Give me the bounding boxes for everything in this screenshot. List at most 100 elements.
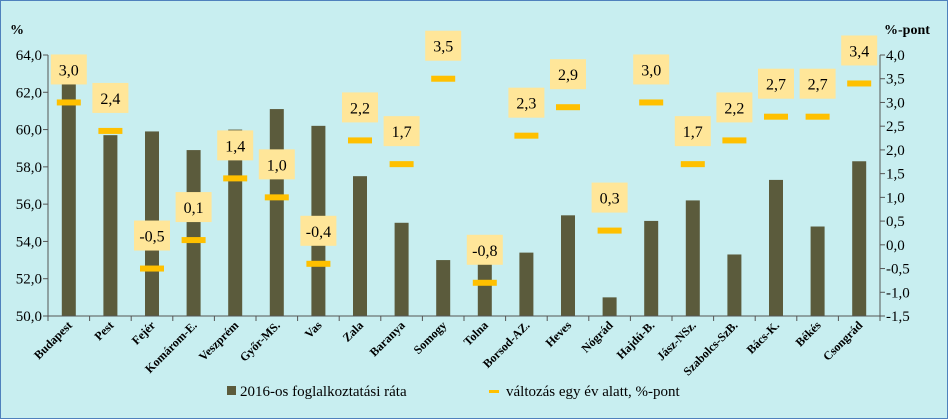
data-label-box — [383, 116, 420, 147]
data-label-box — [466, 234, 503, 265]
data-label-box — [217, 130, 254, 161]
y-right-tick-label: 4,0 — [886, 48, 905, 64]
change-marker — [847, 80, 872, 87]
change-marker — [431, 75, 456, 82]
data-label-box — [92, 82, 129, 113]
change-marker — [223, 175, 248, 182]
category-label: Zala — [340, 318, 366, 344]
data-label: 1,7 — [392, 124, 412, 141]
data-label-box — [591, 182, 628, 213]
change-marker — [98, 127, 123, 134]
category-label: Somogy — [411, 318, 450, 357]
data-label: 1,0 — [267, 157, 287, 174]
y-left-tick-label: 60,0 — [16, 123, 42, 139]
category-label: Békés — [793, 318, 824, 349]
change-marker — [556, 104, 580, 111]
y-right-tick-label: 1,5 — [886, 167, 905, 183]
data-label-box — [841, 35, 878, 66]
change-marker — [264, 194, 289, 201]
bar — [810, 226, 825, 316]
bar — [269, 109, 284, 316]
y-left-tick-label: 64,0 — [16, 48, 42, 64]
bar — [186, 150, 201, 316]
change-marker — [722, 137, 747, 144]
y-right-tick-label: 0,5 — [886, 214, 905, 230]
data-label: 3,4 — [849, 43, 869, 60]
data-label: 2,9 — [558, 67, 578, 84]
data-label: 2,2 — [350, 100, 370, 117]
y-left-tick-label: 62,0 — [16, 85, 42, 101]
category-label: Pest — [92, 318, 117, 343]
category-label: Fejér — [129, 318, 159, 348]
category-label: Heves — [543, 318, 575, 350]
bar — [644, 220, 659, 316]
data-label: 3,0 — [641, 62, 661, 79]
change-marker — [805, 113, 830, 120]
y-right-tick-label: 3,0 — [886, 95, 905, 111]
data-label-box — [300, 215, 337, 246]
change-marker — [514, 132, 539, 139]
category-label: Vas — [302, 318, 325, 341]
bar — [353, 176, 367, 316]
change-marker — [140, 265, 164, 272]
legend-swatch-bar — [227, 386, 236, 395]
y-left-tick-label: 54,0 — [16, 234, 42, 250]
category-label: Veszprém — [196, 318, 241, 363]
change-marker — [680, 161, 705, 168]
data-label: -0,8 — [472, 243, 497, 260]
bar — [394, 222, 409, 316]
data-label: 2,3 — [516, 96, 536, 113]
data-label: 3,0 — [59, 62, 79, 79]
y-left-tick-label: 58,0 — [16, 160, 42, 176]
data-label-box — [508, 87, 545, 118]
data-label-box — [258, 149, 295, 180]
data-label: 2,4 — [100, 91, 120, 108]
y-right-tick-label: 1,0 — [886, 190, 905, 206]
data-label-box — [425, 30, 462, 61]
change-marker — [56, 99, 81, 106]
category-label: Baranya — [367, 318, 408, 359]
data-label-box — [134, 220, 170, 251]
y-left-tick-label: 50,0 — [16, 309, 42, 325]
data-label: 1,4 — [225, 138, 245, 155]
change-marker — [181, 237, 206, 244]
data-label-box — [50, 54, 87, 85]
legend-label-marker: változás egy év alatt, %-pont — [506, 384, 681, 400]
y-right-tick-label: -1,0 — [886, 285, 910, 301]
data-label-box — [550, 59, 586, 90]
bar — [436, 260, 451, 316]
change-marker — [764, 113, 788, 120]
bar — [685, 200, 700, 316]
bar — [477, 258, 492, 316]
change-marker — [389, 161, 414, 168]
category-label: Győr-MS. — [237, 318, 283, 364]
y-right-tick-label: -0,5 — [886, 262, 910, 278]
bar — [103, 135, 118, 316]
y-right-tick-label: 0,0 — [886, 238, 905, 254]
legend-swatch-marker — [489, 390, 499, 393]
category-label: Hajdú-B. — [614, 318, 658, 362]
bar — [519, 252, 534, 316]
change-marker — [597, 227, 622, 234]
data-label-box — [716, 92, 753, 123]
y-right-tick-label: 2,0 — [886, 143, 905, 159]
bar — [602, 297, 617, 316]
y-right-tick-label: 2,5 — [886, 119, 905, 135]
category-label: Bács-K. — [744, 318, 782, 356]
category-label: Tolna — [461, 318, 491, 348]
data-label: 1,7 — [683, 124, 703, 141]
data-label: 0,1 — [184, 200, 204, 217]
data-label-box — [342, 92, 378, 123]
category-label: Csongrád — [820, 318, 865, 363]
data-label: 2,2 — [724, 100, 744, 117]
bar — [561, 215, 575, 316]
y-left-tick-label: 52,0 — [16, 272, 42, 288]
y-right-tick-label: -1,5 — [886, 309, 910, 325]
legend-label-bar: 2016-os foglalkoztatási ráta — [240, 384, 407, 400]
change-marker — [306, 260, 331, 267]
change-marker — [348, 137, 372, 144]
data-label: 2,7 — [766, 77, 786, 94]
y-right-unit-label: %-pont — [884, 23, 930, 38]
y-left-tick-label: 56,0 — [16, 197, 42, 213]
